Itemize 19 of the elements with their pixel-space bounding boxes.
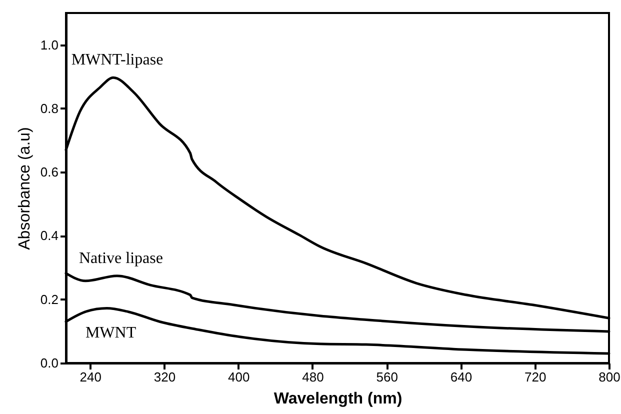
y-tick-label: 0.4 [40, 228, 58, 244]
x-tick-label: 560 [376, 370, 398, 384]
y-tick-label: 1.0 [40, 37, 58, 52]
series-label: MWNT [85, 324, 136, 342]
series-label: Native lipase [78, 250, 163, 267]
x-tick-label: 640 [450, 370, 472, 384]
x-tick-label: 400 [228, 370, 250, 384]
x-tick-label: 320 [154, 370, 176, 384]
y-tick-label: 0.2 [40, 292, 58, 307]
x-axis-title: Wavelength (nm) [274, 390, 402, 408]
y-tick-label: 0.0 [40, 356, 58, 370]
y-tick-label: 0.6 [40, 164, 58, 180]
x-tick-label: 240 [80, 370, 102, 384]
x-tick-label: 800 [598, 370, 620, 384]
x-tick-label: 720 [524, 370, 546, 384]
series-label: MWNT-lipase [71, 52, 164, 69]
y-axis-title: Absorbance (a.u) [16, 127, 34, 250]
y-tick-label: 0.8 [40, 100, 58, 116]
x-tick-label: 480 [302, 370, 324, 384]
